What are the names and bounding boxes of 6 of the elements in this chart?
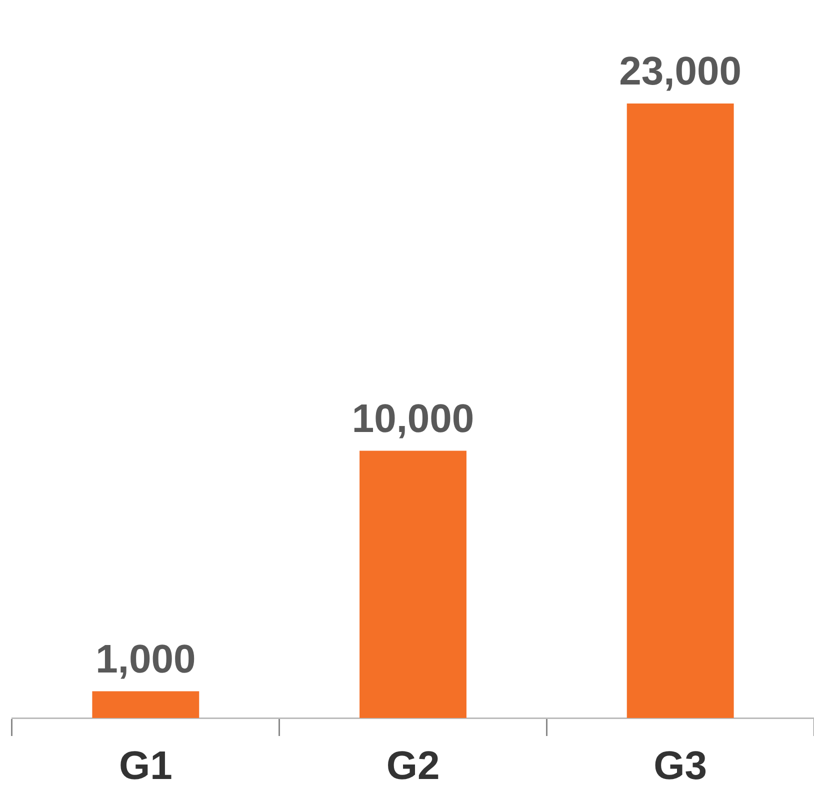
- data-label: 1,000: [96, 637, 196, 682]
- x-tick-label: G3: [654, 744, 708, 788]
- data-label: 10,000: [352, 396, 474, 441]
- x-tick-label: G1: [118, 744, 172, 788]
- data-label: 23,000: [619, 49, 742, 94]
- x-tick-label: G2: [386, 744, 440, 788]
